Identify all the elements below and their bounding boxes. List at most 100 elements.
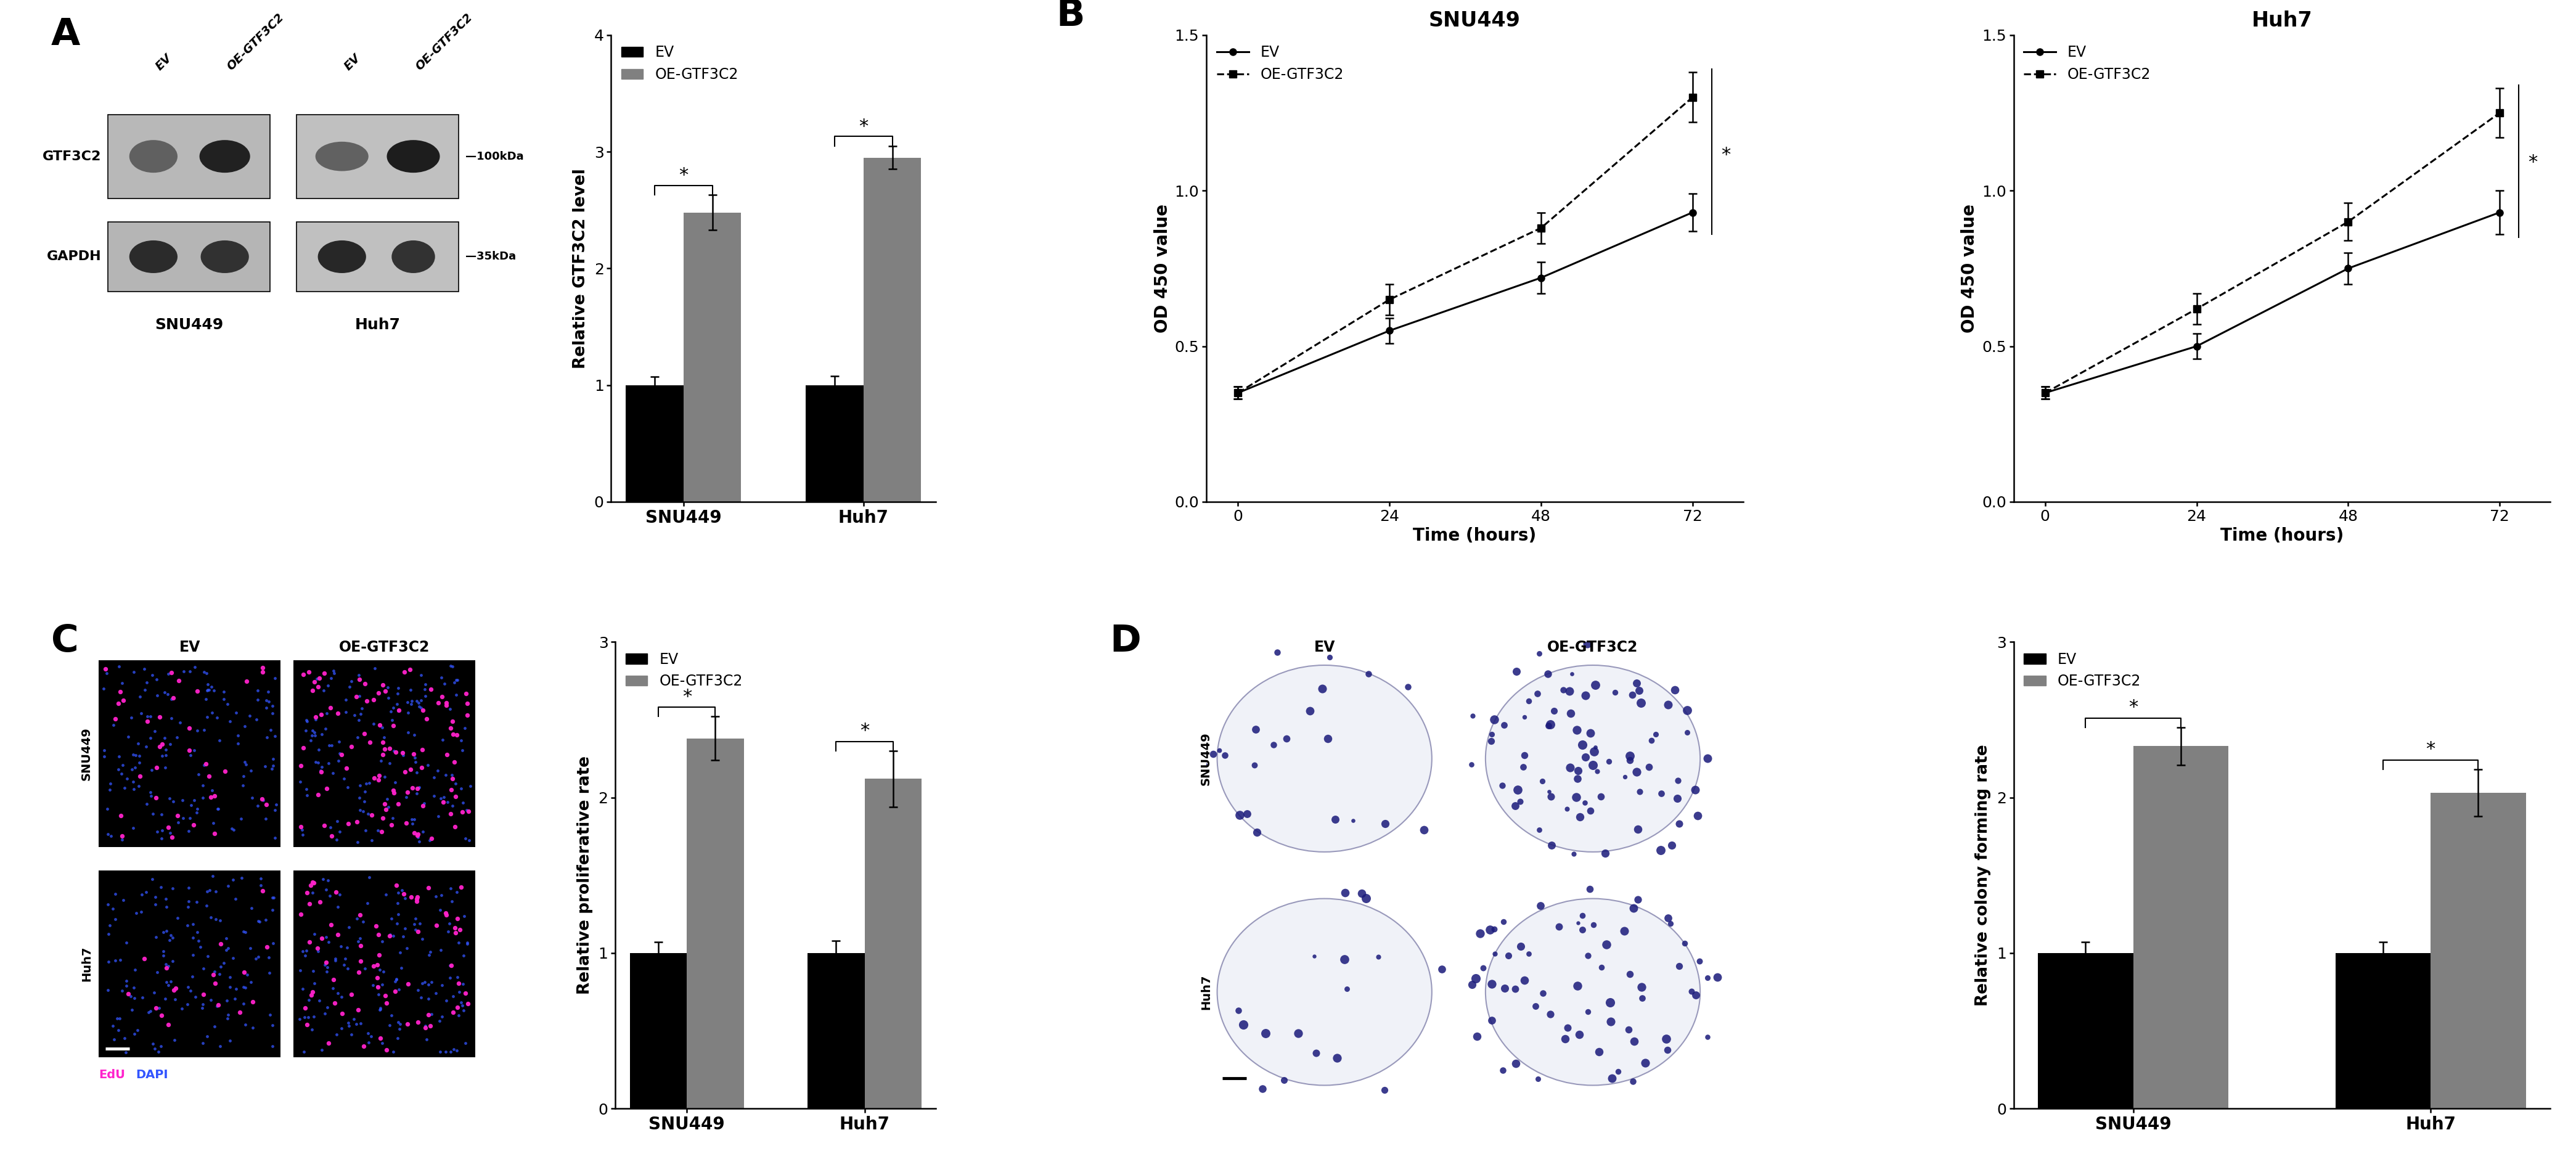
- Point: [386, 938, 428, 957]
- Point: [397, 827, 438, 846]
- Point: [196, 799, 237, 818]
- Point: [337, 711, 379, 729]
- Point: [1605, 768, 1646, 787]
- Point: [227, 965, 268, 984]
- Point: [167, 719, 209, 738]
- Point: [397, 887, 438, 906]
- Point: [126, 883, 167, 902]
- Point: [232, 899, 273, 917]
- Point: [139, 999, 180, 1018]
- Point: [422, 731, 464, 749]
- Point: [131, 869, 173, 888]
- Point: [363, 676, 404, 694]
- Point: [294, 707, 335, 726]
- Point: [193, 813, 234, 832]
- Point: [366, 678, 407, 697]
- Point: [322, 956, 363, 974]
- Point: [394, 921, 435, 939]
- Point: [340, 704, 381, 722]
- Point: [420, 886, 461, 904]
- Point: [100, 981, 142, 1000]
- Point: [435, 1041, 477, 1060]
- Point: [173, 945, 214, 964]
- Point: [185, 708, 227, 727]
- Point: [1631, 732, 1672, 750]
- Point: [379, 678, 420, 697]
- Point: [379, 701, 420, 720]
- Point: [1641, 784, 1682, 803]
- Point: [131, 804, 173, 823]
- Point: [340, 906, 381, 924]
- Point: [137, 963, 178, 981]
- Point: [1620, 978, 1662, 997]
- Point: [147, 976, 188, 994]
- Point: [317, 812, 358, 831]
- Point: [312, 979, 353, 998]
- Point: [386, 788, 428, 806]
- Point: [152, 827, 193, 846]
- Point: [1553, 845, 1595, 864]
- Point: [325, 769, 366, 788]
- Point: [307, 704, 348, 722]
- Point: [1296, 1043, 1337, 1062]
- Point: [137, 788, 178, 806]
- Point: [301, 1041, 343, 1060]
- Point: [1517, 820, 1558, 839]
- Point: [348, 774, 389, 792]
- Point: [162, 809, 204, 827]
- Point: [1530, 1005, 1571, 1023]
- Point: [440, 878, 482, 896]
- Point: [82, 747, 124, 766]
- Point: [407, 1006, 448, 1025]
- Point: [332, 1009, 374, 1028]
- Point: [1569, 880, 1610, 899]
- Point: [206, 938, 247, 957]
- Point: [1234, 756, 1275, 775]
- Point: [103, 890, 144, 909]
- Point: [1517, 1070, 1558, 1089]
- Point: [1265, 729, 1306, 748]
- Point: [286, 787, 327, 805]
- Point: [348, 804, 389, 823]
- Point: [144, 955, 185, 973]
- Point: [363, 795, 404, 813]
- Point: [435, 726, 477, 745]
- Point: [142, 946, 183, 965]
- Point: [170, 746, 211, 764]
- Point: [85, 659, 126, 678]
- Point: [299, 753, 340, 771]
- Point: [1481, 1061, 1522, 1079]
- Point: [1468, 921, 1510, 939]
- Point: [345, 692, 386, 711]
- Point: [361, 733, 402, 752]
- Point: [1314, 810, 1355, 829]
- Point: [142, 1006, 183, 1025]
- Point: [129, 728, 170, 747]
- Point: [294, 672, 335, 691]
- Point: [198, 799, 240, 818]
- Point: [1636, 725, 1677, 743]
- Point: [100, 673, 142, 692]
- Point: [100, 683, 142, 701]
- Point: [294, 724, 335, 742]
- Point: [98, 760, 139, 778]
- Point: [296, 942, 337, 960]
- Point: [1388, 677, 1430, 696]
- Point: [353, 957, 394, 976]
- Point: [118, 687, 160, 706]
- Point: [294, 874, 335, 893]
- X-axis label: Time (hours): Time (hours): [1414, 527, 1535, 545]
- Point: [149, 735, 191, 754]
- Point: [162, 662, 204, 680]
- Point: [430, 956, 471, 974]
- Point: [193, 824, 234, 843]
- Point: [129, 1004, 170, 1022]
- Point: [337, 932, 379, 951]
- Point: [157, 909, 198, 928]
- Point: [366, 993, 407, 1012]
- Point: [417, 693, 459, 712]
- Point: [93, 715, 134, 734]
- Point: [397, 778, 438, 797]
- Point: [438, 973, 479, 992]
- Point: [1340, 883, 1381, 902]
